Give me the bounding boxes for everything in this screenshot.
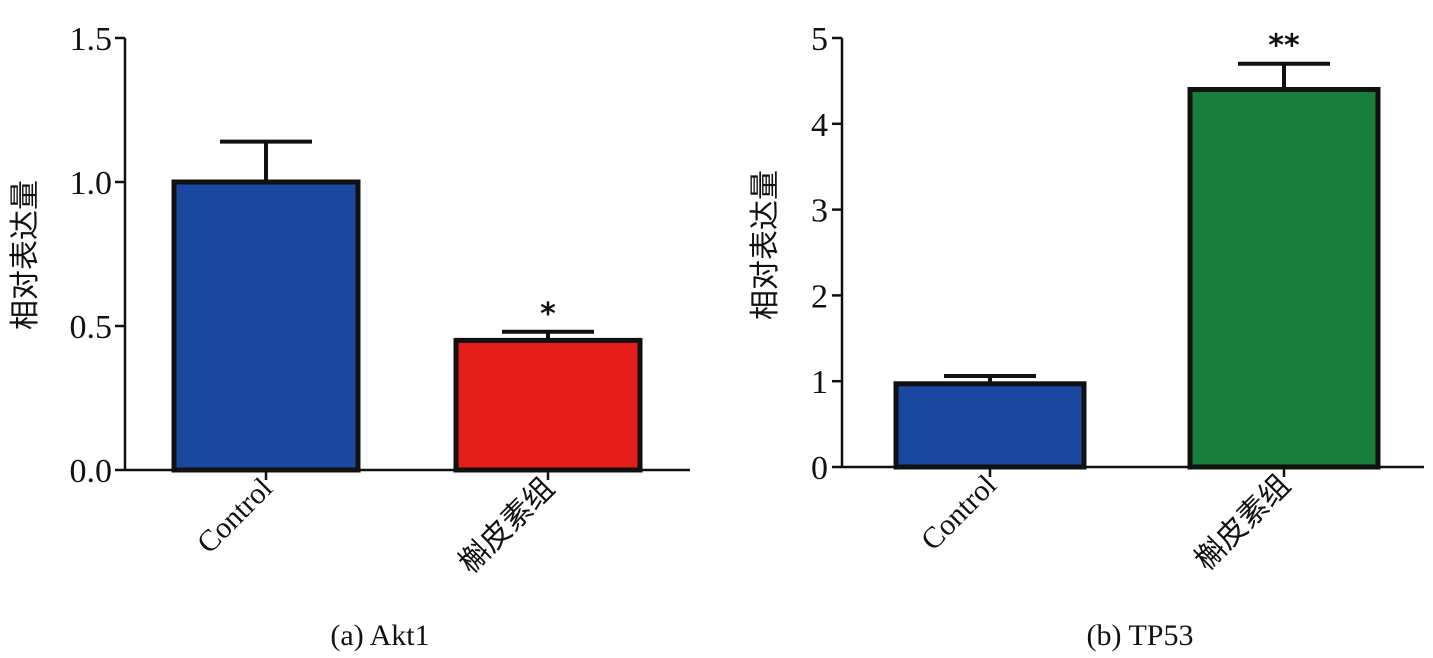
bar xyxy=(453,337,643,473)
x-tick-label: 槲皮素组 xyxy=(453,472,561,580)
bar xyxy=(1187,86,1381,470)
y-tick-label: 1.0 xyxy=(70,165,113,202)
panel-tp53: (b) TP53 ** 0 1 2 3 4 5 Control 槲皮素组 相对表达量 xyxy=(748,21,1424,652)
y-tick-label: 3 xyxy=(811,193,828,230)
y-tick-label: 1 xyxy=(811,364,828,401)
caption-tp53: (b) TP53 xyxy=(1087,619,1194,652)
x-tick-label: 槲皮素组 xyxy=(1189,469,1297,577)
y-axis-label: 相对表达量 xyxy=(748,170,783,320)
caption-akt1: (a) Akt1 xyxy=(330,619,429,652)
bar xyxy=(171,179,361,473)
y-axis-label: 相对表达量 xyxy=(8,180,43,330)
x-tick-label: Control xyxy=(915,469,1003,557)
y-tick-label: 0.5 xyxy=(70,309,113,346)
panel-akt1: (a) Akt1 * 0.0 0.5 1.0 1.5 Control 槲皮素组 相对表达量 xyxy=(8,21,690,652)
significance-label: * xyxy=(540,297,556,332)
y-tick-label: 1.5 xyxy=(70,21,113,58)
y-tick-label: 0 xyxy=(811,450,828,487)
y-tick-label: 0.0 xyxy=(70,453,113,490)
significance-label: ** xyxy=(1268,29,1300,64)
y-tick-label: 2 xyxy=(811,278,828,315)
bar xyxy=(893,381,1087,470)
x-tick-label: Control xyxy=(191,472,279,560)
y-tick-label: 5 xyxy=(811,21,828,58)
y-tick-label: 4 xyxy=(811,107,828,144)
